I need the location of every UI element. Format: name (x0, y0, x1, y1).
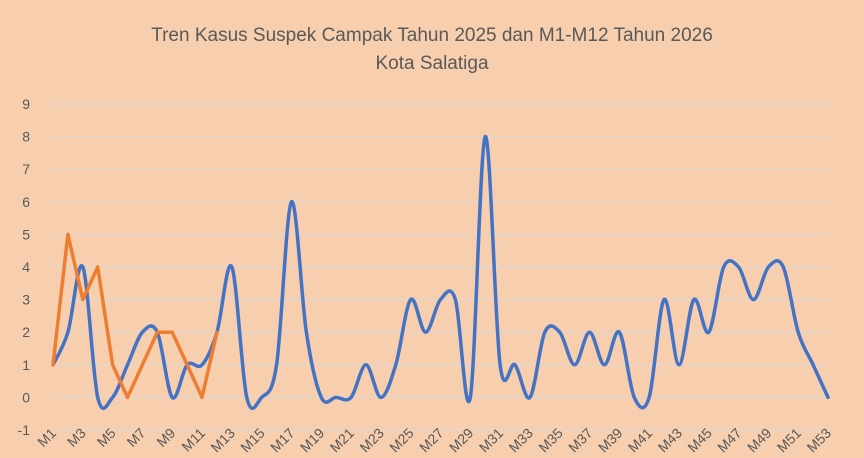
series-line-2 (51, 232, 219, 400)
y-tick-label: 5 (22, 226, 30, 242)
y-tick-label: 8 (22, 129, 30, 145)
y-axis-ticks: -1 0 1 2 3 4 5 6 7 8 9 (18, 96, 31, 438)
series-lines (51, 134, 830, 411)
y-tick-label: 4 (22, 259, 30, 275)
y-tick-label: 1 (22, 357, 30, 373)
y-tick-label: 2 (22, 324, 30, 340)
y-tick-label: 3 (22, 292, 30, 308)
chart-subtitle: Kota Salatiga (375, 53, 488, 74)
y-tick-label: 9 (22, 96, 30, 112)
gridlines (53, 103, 828, 431)
y-tick-label: 6 (22, 194, 30, 210)
y-tick-label: -1 (18, 422, 31, 438)
y-tick-label: 7 (22, 161, 30, 177)
y-tick-label: 0 (22, 389, 30, 405)
chart-title: Tren Kasus Suspek Campak Tahun 2025 dan … (151, 25, 713, 46)
